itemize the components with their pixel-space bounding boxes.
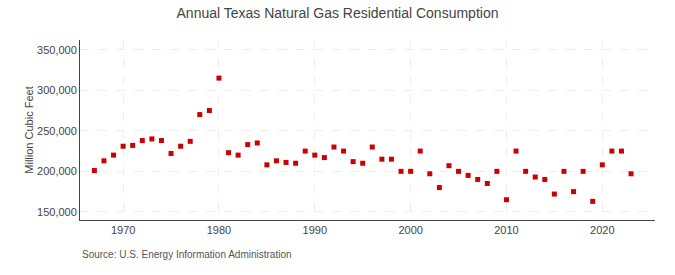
- svg-text:1980: 1980: [207, 224, 231, 236]
- svg-text:2010: 2010: [494, 224, 518, 236]
- svg-text:Annual Texas Natural Gas Resid: Annual Texas Natural Gas Residential Con…: [177, 5, 499, 21]
- svg-text:1990: 1990: [303, 224, 327, 236]
- svg-text:350,000: 350,000: [37, 44, 77, 56]
- svg-text:2000: 2000: [398, 224, 422, 236]
- svg-text:Source: U.S. Energy Informatio: Source: U.S. Energy Information Administ…: [82, 249, 292, 260]
- svg-text:1970: 1970: [111, 224, 135, 236]
- svg-text:Million Cubic Feet: Million Cubic Feet: [23, 86, 35, 173]
- svg-text:150,000: 150,000: [37, 206, 77, 218]
- svg-text:250,000: 250,000: [37, 125, 77, 137]
- svg-text:200,000: 200,000: [37, 165, 77, 177]
- svg-text:300,000: 300,000: [37, 84, 77, 96]
- svg-text:2020: 2020: [590, 224, 614, 236]
